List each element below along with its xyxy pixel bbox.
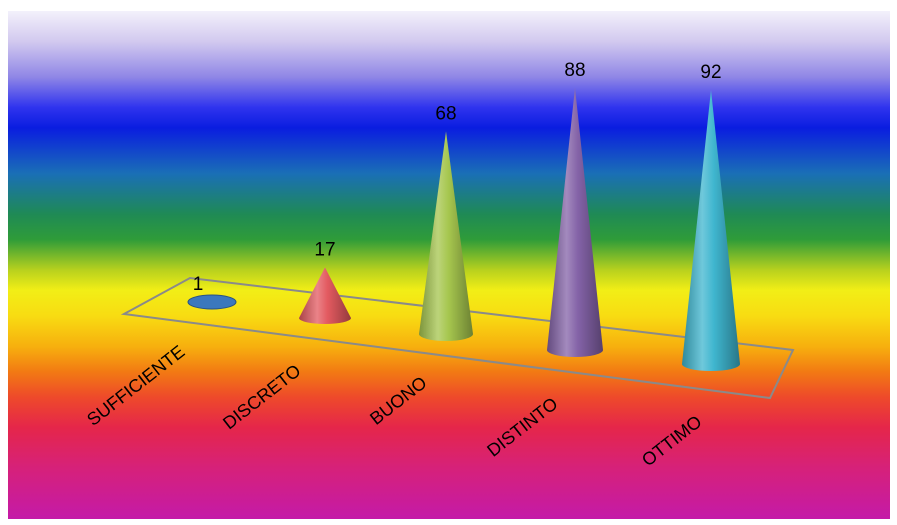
cone-distinto xyxy=(547,87,603,357)
cone-body xyxy=(299,267,351,324)
cone-base-disc xyxy=(187,294,237,310)
cone-buono xyxy=(419,131,473,341)
category-label: SUFFICIENTE xyxy=(83,341,188,429)
cone-discreto xyxy=(299,267,351,324)
cone-sufficiente xyxy=(187,294,237,310)
cone-body xyxy=(547,87,603,357)
category-label: DISCRETO xyxy=(219,360,304,433)
data-label: 1 xyxy=(193,274,204,295)
category-label: OTTIMO xyxy=(638,411,705,470)
category-label: BUONO xyxy=(366,372,430,428)
cone-ottimo xyxy=(682,89,740,371)
data-label: 68 xyxy=(435,103,456,124)
cone-series xyxy=(187,87,740,371)
chart-floor xyxy=(120,276,795,400)
data-label: 88 xyxy=(564,60,585,81)
cone-body xyxy=(682,89,740,371)
data-label: 17 xyxy=(314,239,335,260)
category-axis-labels: SUFFICIENTE DISCRETO BUONO DISTINTO OTTIMO xyxy=(83,341,705,470)
category-label: DISTINTO xyxy=(483,393,561,460)
cone-body xyxy=(419,131,473,341)
data-labels: 1 17 68 88 92 xyxy=(193,60,722,295)
data-label: 92 xyxy=(700,62,721,83)
